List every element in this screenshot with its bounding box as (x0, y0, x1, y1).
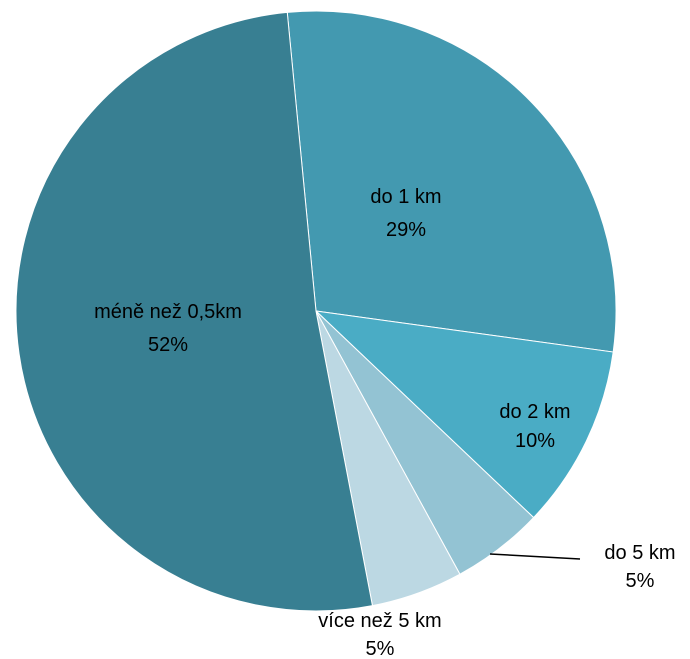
slice-label-do-5-km: do 5 km (604, 542, 675, 564)
slice-label-do-1-km: do 1 km (370, 186, 441, 208)
slice-value-mene-nez-0-5km: 52% (148, 334, 188, 356)
pie-slice-do-2-km (314, 310, 614, 519)
slice-value-do-2-km: 10% (515, 430, 555, 452)
slice-value-do-1-km: 29% (386, 219, 426, 241)
slice-label-vice-nez-5-km: více než 5 km (318, 610, 441, 632)
slice-value-do-5-km: 5% (626, 570, 655, 592)
slice-label-mene-nez-0-5km: méně než 0,5km (94, 301, 242, 323)
slice-label-do-2-km: do 2 km (499, 401, 570, 423)
slice-value-vice-nez-5-km: 5% (366, 638, 395, 659)
pie-slice-do-1-km (286, 10, 617, 353)
pie-slices (15, 10, 617, 612)
pie-slice-mene-nez-0-5km (15, 11, 374, 612)
leader-line-do-5-km (489, 553, 581, 560)
